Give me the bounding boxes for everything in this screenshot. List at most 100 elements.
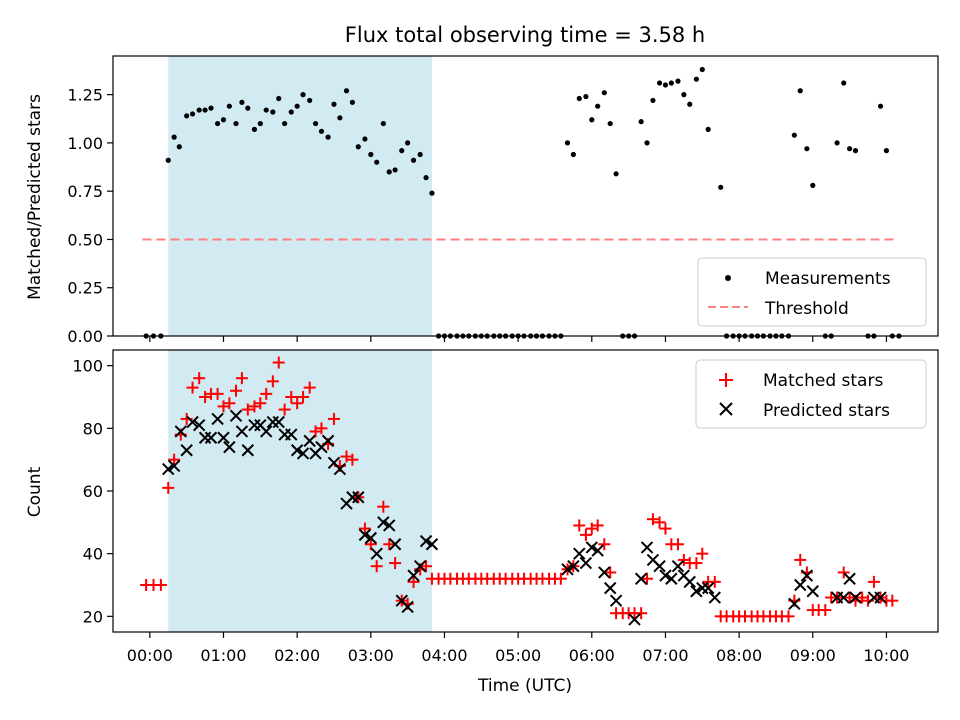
x-tick-label: 09:00: [790, 646, 836, 665]
measurement-point: [847, 146, 853, 152]
measurement-point: [270, 109, 276, 115]
matched-star-point: [653, 516, 666, 529]
measurement-point: [331, 101, 337, 107]
measurement-point: [852, 148, 859, 154]
predicted-star-point: [659, 569, 672, 582]
measurement-point: [257, 120, 263, 127]
measurement-point: [307, 97, 313, 104]
ratio-panel: 0.00 0.25 0.50 0.75 1.00 1.25 Matched/Predict…: [25, 55, 939, 346]
measurement-point: [650, 97, 656, 104]
matched-star-point: [254, 397, 267, 410]
ratio-y-axis-label: Matched/Predicted stars: [25, 94, 45, 300]
measurement-point: [380, 120, 386, 127]
count-y-axis-label: Count: [25, 466, 45, 517]
matched-star-point: [285, 391, 298, 403]
matched-star-point: [211, 387, 224, 400]
matched-star-point: [297, 391, 310, 403]
predicted-star-point: [419, 534, 433, 548]
count-x-axis: 00:00 01:00 02:00 03:00 04:00 05:00 06:00 07:00…: [127, 632, 909, 665]
predicted-star-point: [849, 591, 862, 604]
measurement-point: [202, 107, 208, 113]
predicted-star-point: [192, 418, 206, 432]
measurement-point: [883, 148, 890, 154]
measurement-point: [171, 134, 177, 140]
predicted-star-point: [285, 428, 298, 441]
measurement-point: [208, 105, 214, 111]
predicted-star-point: [174, 425, 187, 438]
x-tick-label: 02:00: [274, 646, 320, 665]
predicted-star-point: [388, 538, 402, 551]
measurement-point: [263, 107, 269, 113]
count-panel: 20 40 60 80 100 00:00 01:00 02:00 03:00 04:00 05:…: [25, 349, 939, 696]
x-tick-label: 01:00: [200, 646, 246, 665]
predicted-star-point: [204, 431, 218, 444]
legend-predicted-label: Predicted stars: [763, 401, 890, 421]
matched-star-point: [389, 557, 402, 570]
matched-star-point: [303, 381, 316, 394]
measurement-point: [699, 66, 705, 73]
predicted-star-point: [211, 412, 224, 426]
measurement-point: [841, 80, 847, 86]
measurement-point: [374, 159, 380, 165]
measurement-point: [804, 146, 810, 152]
predicted-star-point: [701, 581, 715, 595]
matched-star-point: [782, 610, 795, 623]
measurement-point: [681, 92, 687, 98]
measurement-point: [429, 190, 435, 196]
matched-star-point: [635, 607, 648, 620]
matched-star-point: [819, 604, 832, 617]
measurement-point: [595, 103, 601, 109]
measurement-point: [165, 157, 171, 163]
predicted-star-point: [370, 547, 383, 560]
predicted-star-point: [217, 431, 230, 444]
matched-star-point: [193, 372, 206, 385]
matched-star-point: [671, 538, 684, 551]
predicted-star-point: [683, 575, 696, 589]
predicted-star-point: [567, 559, 580, 573]
predicted-star-point: [788, 597, 801, 611]
matched-star-point: [235, 372, 248, 385]
matched-star-point: [272, 356, 285, 369]
measurement-point: [176, 144, 182, 150]
measurement-point: [196, 107, 202, 113]
count-legend: Matched stars Predicted stars: [695, 359, 927, 429]
matched-star-point: [370, 560, 383, 573]
matched-star-point: [659, 522, 672, 535]
predicted-star-point: [604, 581, 617, 595]
measurement-point: [687, 101, 693, 107]
predicted-star-point: [321, 434, 335, 448]
ratio-y-axis: 0.00 0.25 0.50 0.75 1.00 1.25: [67, 86, 113, 346]
y-tick-label: 0.00: [67, 327, 103, 346]
predicted-star-point: [653, 559, 666, 573]
ratio-panel-frame: [112, 55, 939, 337]
matched-star-point: [241, 403, 254, 416]
matched-star-point: [327, 412, 340, 425]
predicted-star-point: [671, 559, 685, 573]
x-tick-label: 05:00: [495, 646, 541, 665]
matched-star-point: [315, 422, 328, 435]
legend-measurement-marker: [725, 275, 731, 281]
measurement-point: [220, 117, 227, 123]
predicted-star-point: [241, 444, 255, 457]
measurement-point: [294, 103, 300, 109]
measurement-point: [288, 109, 294, 115]
measurement-point: [189, 111, 196, 117]
legend-matched-label: Matched stars: [763, 371, 883, 391]
predicted-star-point: [198, 431, 212, 444]
measurement-point: [276, 95, 282, 102]
x-tick-label: 06:00: [569, 646, 615, 665]
predicted-star-point: [383, 519, 396, 532]
matched-star-point: [837, 566, 850, 579]
legend-predicted-marker: [719, 402, 733, 416]
measurement-point: [343, 88, 350, 94]
measurement-point: [233, 120, 239, 127]
ratio-legend-box: [697, 257, 927, 327]
predicted-star-point: [235, 425, 249, 438]
matched-star-point: [598, 538, 611, 551]
measurement-point: [810, 182, 816, 188]
measurement-point: [662, 82, 669, 88]
matched-star-point: [162, 481, 175, 494]
predicted-star-point: [296, 447, 310, 460]
predicted-star-point: [640, 541, 654, 554]
